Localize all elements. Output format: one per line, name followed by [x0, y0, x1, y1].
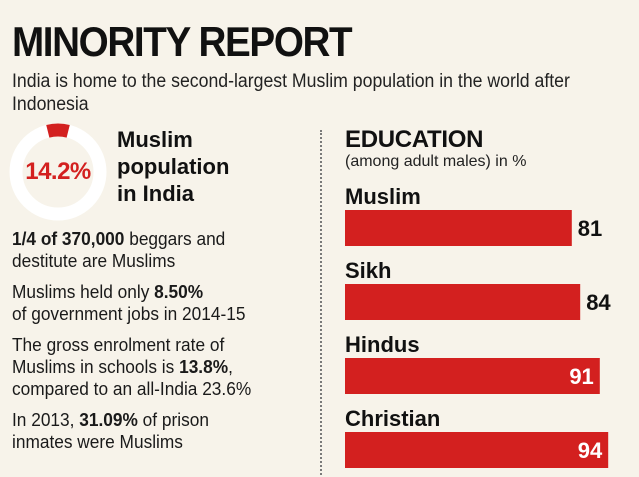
donut-arc: [46, 123, 70, 138]
column-divider: [320, 130, 322, 475]
bar-value-label: 84: [586, 290, 611, 315]
fact-beggars-text: beggars and: [124, 229, 226, 249]
bar: [345, 432, 609, 468]
fact-enrolment-post2: ,: [228, 357, 233, 377]
chart-subtitle: (among adult males) in %: [345, 153, 527, 170]
facts-list: 1/4 of 370,000 beggars and destitute are…: [12, 228, 312, 462]
fact-prison-post: of prison: [137, 410, 209, 430]
population-caption-line3: in India: [117, 181, 194, 206]
bar: [345, 210, 572, 246]
bar-value-label: 91: [569, 364, 593, 389]
fact-prison-bold: 31.09%: [79, 410, 138, 430]
fact-enrolment-pre2: Muslims in schools is: [12, 357, 180, 377]
population-caption-line2: population: [117, 154, 230, 179]
fact-jobs-text2: of government jobs in 2014-15: [12, 304, 246, 324]
bar-category-label: Muslim: [345, 184, 421, 209]
chart-title: EDUCATION: [345, 126, 484, 153]
fact-jobs-pre: Muslims held only: [12, 282, 155, 302]
bar-value-label: 94: [578, 438, 603, 463]
fact-beggars-bold: 1/4 of 370,000: [12, 229, 125, 249]
bar-category-label: Sikh: [345, 258, 391, 283]
bar-category-label: Christian: [345, 406, 440, 431]
bar: [345, 358, 600, 394]
bar-value-label: 81: [578, 216, 602, 241]
fact-enrolment-bold: 13.8%: [179, 357, 229, 377]
population-caption-line1: Muslim: [117, 127, 193, 152]
population-donut: 14.2%: [8, 122, 108, 222]
fact-prison-pre: In 2013,: [12, 410, 80, 430]
fact-beggars: 1/4 of 370,000 beggars and destitute are…: [12, 228, 300, 272]
bar-category-label: Hindus: [345, 332, 420, 357]
page-title: MINORITY REPORT: [12, 18, 353, 65]
fact-enrolment: The gross enrolment rate of Muslims in s…: [12, 334, 300, 400]
fact-enrolment-pre: The gross enrolment rate of: [12, 335, 225, 355]
fact-jobs: Muslims held only 8.50% of government jo…: [12, 281, 300, 325]
fact-enrolment-text3: compared to an all-India 23.6%: [12, 379, 252, 399]
fact-prison-text2: inmates were Muslims: [12, 432, 183, 452]
fact-beggars-text2: destitute are Muslims: [12, 251, 176, 271]
population-caption: Muslim population in India: [117, 126, 307, 207]
fact-prison: In 2013, 31.09% of prison inmates were M…: [12, 409, 300, 453]
bar: [345, 284, 581, 320]
population-percent: 14.2%: [25, 158, 91, 185]
fact-jobs-bold: 8.50%: [154, 282, 204, 302]
donut-chart: [9, 123, 107, 221]
page-subtitle: India is home to the second-largest Musl…: [12, 71, 570, 115]
